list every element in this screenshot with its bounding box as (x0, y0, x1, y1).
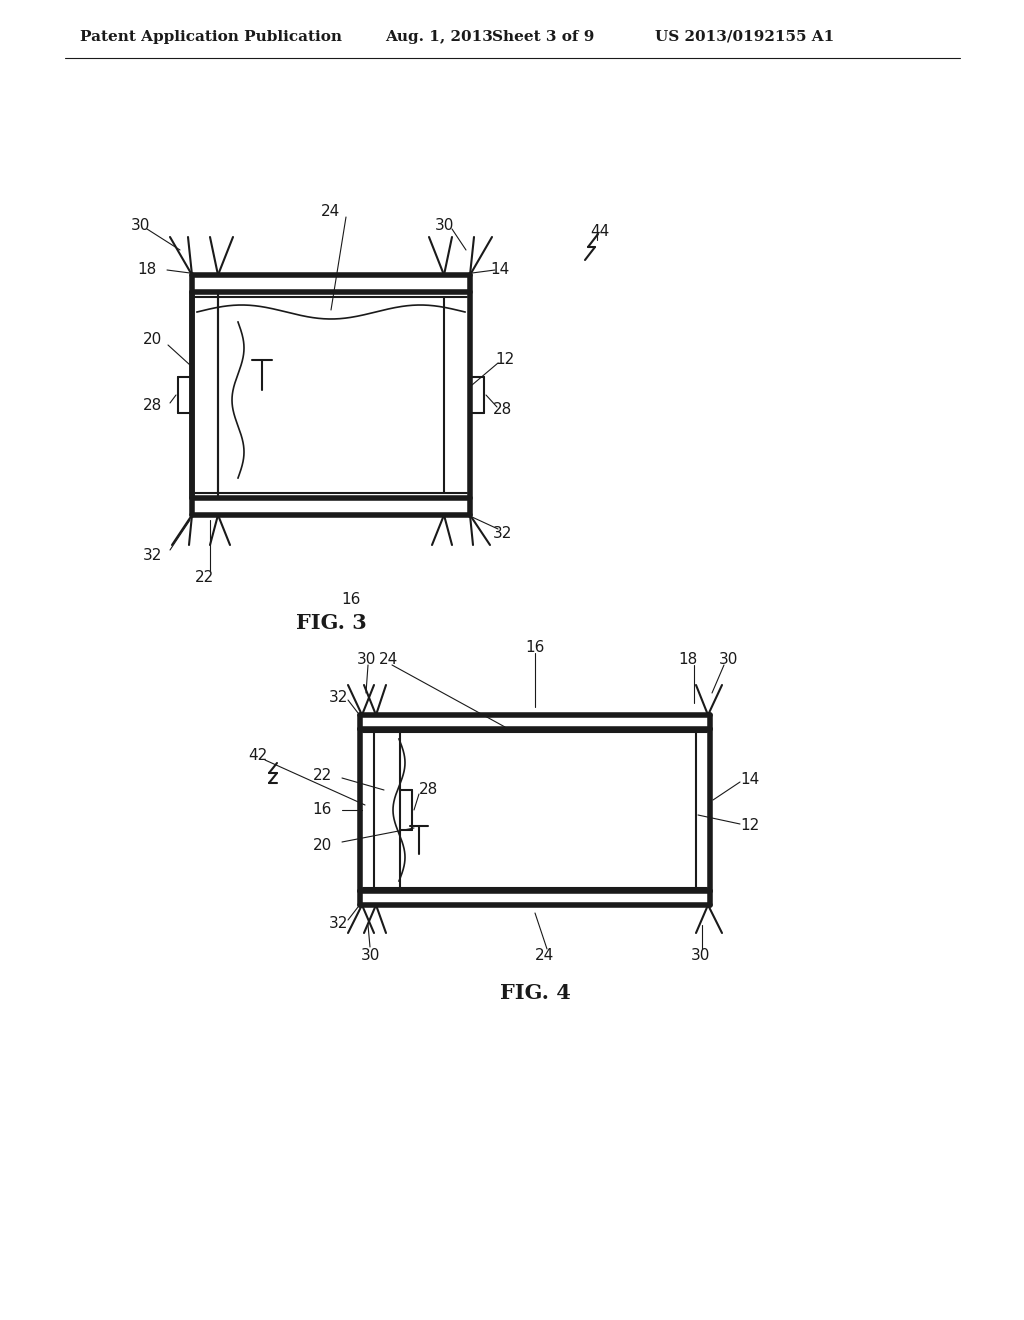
Text: 30: 30 (357, 652, 377, 668)
Text: 28: 28 (142, 397, 162, 412)
Text: 30: 30 (690, 948, 710, 962)
Text: 16: 16 (525, 639, 545, 655)
Text: 32: 32 (142, 548, 162, 562)
Text: 24: 24 (379, 652, 398, 668)
Text: 24: 24 (322, 205, 341, 219)
Text: 18: 18 (678, 652, 697, 668)
Text: 20: 20 (142, 333, 162, 347)
Text: US 2013/0192155 A1: US 2013/0192155 A1 (655, 30, 835, 44)
Text: 12: 12 (740, 817, 760, 833)
Text: 22: 22 (312, 767, 332, 783)
Text: 14: 14 (740, 772, 760, 788)
Text: FIG. 3: FIG. 3 (296, 612, 367, 634)
Text: 20: 20 (312, 837, 332, 853)
Text: 44: 44 (591, 224, 609, 239)
Text: 16: 16 (341, 593, 360, 607)
Text: 30: 30 (435, 218, 455, 232)
Text: 30: 30 (130, 218, 150, 232)
Text: 16: 16 (312, 803, 332, 817)
Text: 28: 28 (493, 403, 512, 417)
Text: 30: 30 (718, 652, 737, 668)
Text: FIG. 4: FIG. 4 (500, 983, 570, 1003)
Text: 32: 32 (493, 525, 512, 540)
Text: Patent Application Publication: Patent Application Publication (80, 30, 342, 44)
Text: 12: 12 (496, 352, 515, 367)
Text: Aug. 1, 2013: Aug. 1, 2013 (385, 30, 493, 44)
Text: 32: 32 (329, 916, 348, 931)
Text: 22: 22 (195, 569, 214, 585)
Text: 24: 24 (536, 948, 555, 962)
Text: 30: 30 (360, 948, 380, 962)
Text: Sheet 3 of 9: Sheet 3 of 9 (492, 30, 594, 44)
Text: 14: 14 (490, 263, 510, 277)
Text: 18: 18 (138, 263, 157, 277)
Text: 42: 42 (249, 747, 267, 763)
Text: 32: 32 (329, 689, 348, 705)
Text: 28: 28 (420, 783, 438, 797)
